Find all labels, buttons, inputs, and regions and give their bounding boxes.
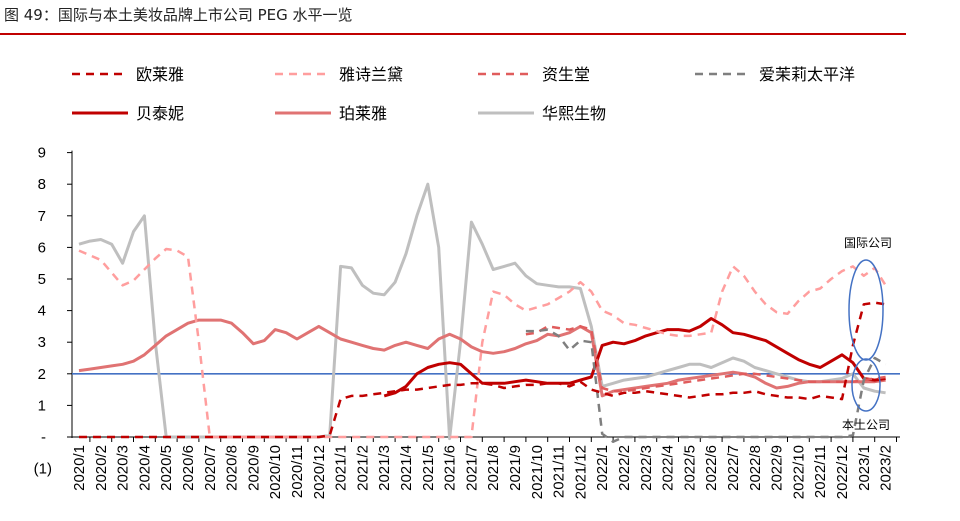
x-tick-label: 2021/2 — [354, 445, 371, 491]
y-tick-label: 6 — [38, 239, 46, 256]
x-tick-label: 2020/11 — [289, 445, 306, 498]
x-tick-label: 2023/1 — [856, 445, 873, 491]
x-tick-label: 2022/10 — [790, 445, 807, 499]
legend-label: 雅诗兰黛 — [339, 65, 403, 84]
title-divider — [0, 33, 906, 35]
x-tick-label: 2022/2 — [616, 445, 633, 491]
annotation-domestic: 本土公司 — [842, 418, 890, 432]
x-tick-label: 2021/12 — [572, 445, 589, 499]
legend-label: 珀莱雅 — [339, 104, 387, 123]
legend-label: 华熙生物 — [542, 104, 606, 123]
y-tick-label: 9 — [38, 145, 46, 162]
y-tick-label: 8 — [38, 176, 46, 193]
series-line — [525, 325, 886, 393]
x-tick-label: 2021/7 — [463, 445, 480, 491]
legend-label: 贝泰妮 — [136, 104, 184, 123]
x-tick-label: 2022/7 — [725, 445, 742, 491]
international-ellipse — [848, 259, 884, 361]
x-tick-label: 2022/1 — [594, 445, 611, 491]
series-line — [78, 182, 886, 441]
x-tick-label: 2021/3 — [376, 445, 393, 491]
series-line — [525, 328, 887, 443]
y-tick-label: 5 — [38, 271, 46, 288]
x-tick-label: 2020/9 — [245, 445, 262, 491]
x-tick-label: 2021/9 — [507, 445, 524, 491]
x-tick-label: 2020/12 — [311, 445, 328, 499]
figure-title: 图 49：国际与本土美妆品牌上市公司 PEG 水平一览 — [4, 6, 353, 24]
x-tick-label: 2021/6 — [442, 445, 459, 491]
legend-label: 欧莱雅 — [136, 65, 184, 84]
y-tick-label: 7 — [38, 208, 46, 225]
x-tick-label: 2021/4 — [398, 445, 415, 491]
x-tick-label: 2022/9 — [769, 445, 786, 491]
x-tick-label: 2020/2 — [93, 445, 110, 491]
x-tick-label: 2020/6 — [180, 445, 197, 491]
x-tick-label: 2022/12 — [834, 445, 851, 499]
x-tick-label: 2022/8 — [747, 445, 764, 491]
x-tick-label: 2022/3 — [638, 445, 655, 491]
x-tick-label: 2020/1 — [71, 445, 88, 491]
x-tick-label: 2022/5 — [681, 445, 698, 491]
legend-label: 爱茉莉太平洋 — [759, 65, 855, 84]
series-line — [78, 247, 887, 439]
x-tick-label: 2020/10 — [267, 445, 284, 499]
series-line — [79, 301, 886, 439]
x-tick-label: 2020/4 — [136, 445, 153, 491]
series-line — [383, 317, 886, 398]
x-tick-label: 2021/8 — [485, 445, 502, 491]
y-tick-label: (1) — [34, 461, 52, 478]
y-tick-label: 3 — [38, 334, 46, 351]
x-tick-label: 2022/4 — [660, 445, 677, 491]
y-tick-label: 2 — [38, 366, 46, 383]
x-tick-label: 2020/7 — [202, 445, 219, 491]
x-tick-label: 2021/5 — [420, 445, 437, 491]
x-tick-label: 2022/11 — [812, 445, 829, 498]
x-tick-label: 2020/5 — [158, 445, 175, 491]
domestic-ellipse — [851, 358, 881, 412]
x-tick-label: 2020/3 — [115, 445, 132, 491]
x-tick-label: 2021/1 — [333, 445, 350, 491]
x-tick-label: 2022/6 — [703, 445, 720, 491]
x-tick-label: 2021/10 — [529, 445, 546, 499]
y-tick-label: 1 — [38, 397, 46, 414]
y-tick-label: - — [41, 429, 46, 446]
legend-label: 资生堂 — [542, 65, 590, 84]
x-tick-label: 2021/11 — [551, 445, 568, 498]
y-tick-label: 4 — [38, 303, 46, 320]
x-tick-label: 2020/8 — [224, 445, 241, 491]
series-line — [78, 318, 886, 398]
x-tick-label: 2023/2 — [878, 445, 895, 491]
annotation-international: 国际公司 — [844, 236, 892, 250]
